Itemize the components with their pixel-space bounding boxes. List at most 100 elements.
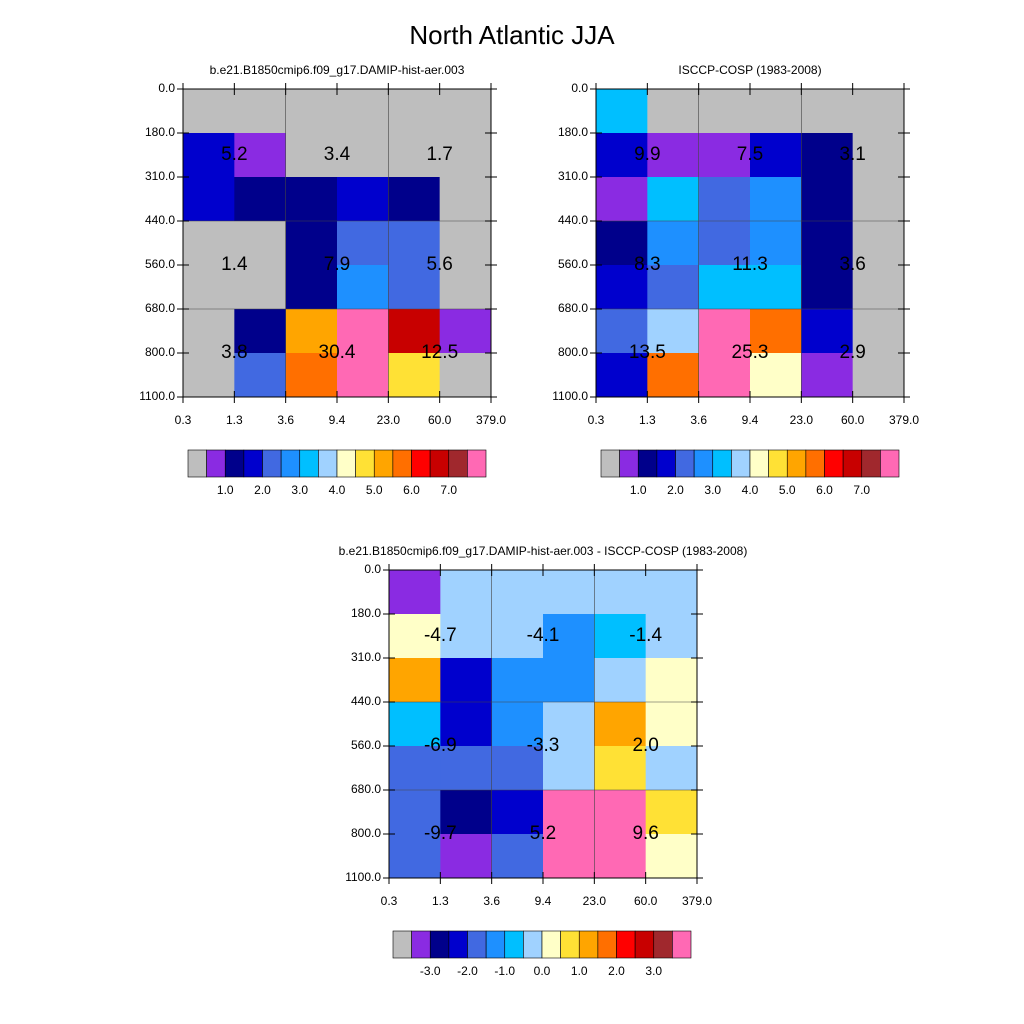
colorbar-tick-label: 5.0 [779,483,796,497]
cell-annotation: 5.2 [530,823,556,844]
x-tick-label: 0.3 [381,894,398,908]
cell-annotation: 1.4 [221,254,248,275]
y-tick-label: 800.0 [558,345,588,359]
colorbar-box [656,449,676,478]
cell [389,570,441,615]
cell [440,746,493,791]
colorbar-tick-label: 4.0 [329,483,346,497]
y-tick-label: 180.0 [351,606,381,620]
colorbar-box [541,930,561,959]
x-tick-label: 23.0 [583,894,607,908]
colorbar-tick-label: 5.0 [366,483,383,497]
y-tick-label: 0.0 [158,81,175,95]
y-tick-label: 0.0 [571,81,588,95]
cell-annotation: -4.7 [424,625,457,646]
y-tick-label: 800.0 [145,345,175,359]
cell [647,133,700,178]
colorbar-tick-label: 6.0 [816,483,833,497]
colorbar-tick-label: 7.0 [853,483,870,497]
cell [439,309,492,354]
cell [596,353,648,398]
colorbar-box [600,449,620,478]
cell [389,746,441,791]
colorbar-box [578,930,599,959]
colorbar-tick-label: 1.0 [217,483,234,497]
colorbar-tick-label: 2.0 [254,483,271,497]
cell-annotation: 8.3 [634,254,660,275]
colorbar-box [805,449,825,478]
cell [183,353,235,398]
cell [596,89,648,134]
colorbar-box [693,449,714,478]
cell [750,309,802,354]
cell-annotation: 1.7 [426,144,452,165]
cell [337,177,389,222]
cell [645,614,698,659]
cell [388,353,441,398]
colorbar-box [299,449,319,478]
colorbar-box [467,930,487,959]
cell-annotation: 13.5 [629,342,666,363]
colorbar-box [355,449,375,478]
cell-annotation: 7.5 [737,144,763,165]
cell-annotation: 11.3 [732,254,768,275]
y-tick-label: 800.0 [351,826,381,840]
cell [698,309,751,354]
colorbar-box [504,930,524,959]
cell-annotation: 3.8 [221,342,247,363]
cell-annotation: -6.9 [424,735,457,756]
colorbar-box [675,449,695,478]
y-tick-label: 1100.0 [552,389,588,403]
colorbar-tick-label: -2.0 [457,964,478,978]
y-tick-label: 440.0 [558,213,588,227]
colorbar-tick-label: 3.0 [704,483,721,497]
colorbar-tick-label: 1.0 [630,483,647,497]
x-tick-label: 9.4 [535,894,552,908]
figure-title: North Atlantic JJA [409,20,615,50]
cell [543,658,595,703]
y-tick-label: 680.0 [351,782,381,796]
colorbar-tick-label: 3.0 [291,483,308,497]
cell [389,658,441,703]
cell [596,177,648,222]
cell [698,89,751,134]
y-tick-label: 310.0 [558,169,588,183]
cell [234,221,287,266]
panel-title: ISCCP-COSP (1983-2008) [678,63,821,77]
y-tick-label: 560.0 [145,257,175,271]
cell [647,89,700,134]
cell [852,177,905,222]
cell [852,265,905,310]
cell [594,834,647,879]
cell [491,834,544,879]
cell [183,177,235,222]
cell [388,221,441,266]
colorbar-tick-label: -1.0 [494,964,515,978]
colorbar-tick-label: 2.0 [667,483,684,497]
cell [594,570,647,615]
x-tick-label: 3.6 [277,413,294,427]
cell [647,265,700,310]
x-tick-label: 1.3 [639,413,656,427]
y-tick-label: 1100.0 [345,870,381,884]
colorbar-box [619,449,639,478]
y-tick-label: 680.0 [558,301,588,315]
colorbar-box [392,930,412,959]
colorbar-box [616,930,636,959]
x-tick-label: 60.0 [634,894,658,908]
cell [645,790,698,835]
x-tick-label: 60.0 [428,413,452,427]
colorbar-box [448,930,468,959]
colorbar-box [749,449,769,478]
cell [337,133,389,178]
colorbar-box [637,449,658,478]
cell [491,658,544,703]
cell [543,790,595,835]
cell [440,658,493,703]
cell [698,221,751,266]
colorbar-box [187,449,207,478]
x-tick-label: 9.4 [329,413,346,427]
cell [337,221,389,266]
cell [801,221,854,266]
x-tick-label: 3.6 [690,413,707,427]
